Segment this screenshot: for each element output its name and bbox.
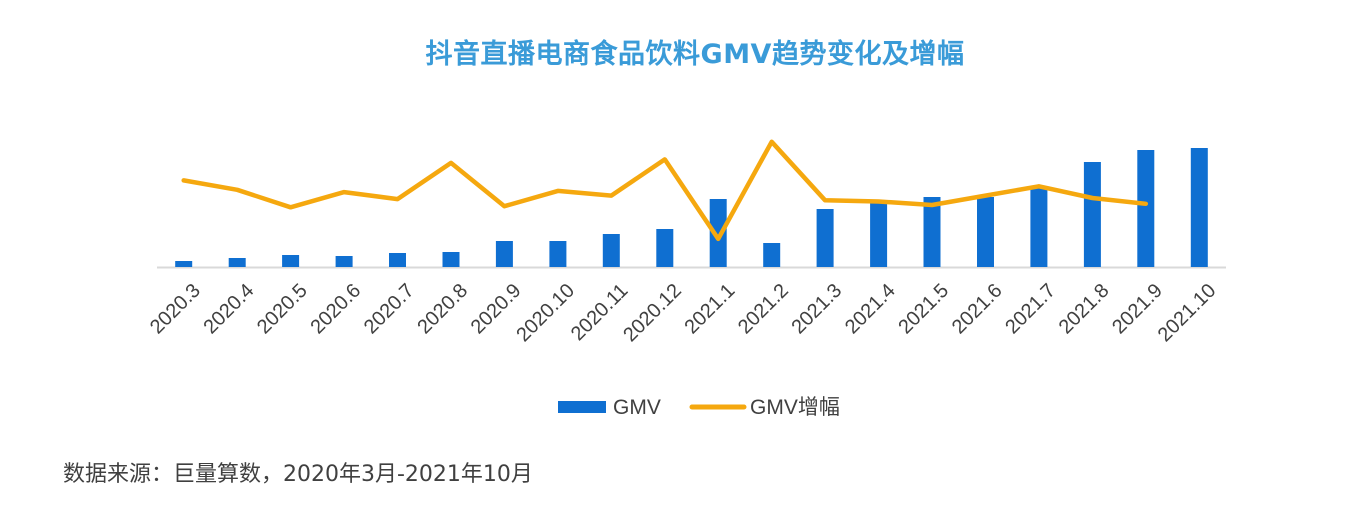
x-tick-label: 2021.8 [1055, 280, 1114, 339]
x-tick-label: 2020.8 [413, 280, 472, 339]
bar-gmv-2020.9 [495, 241, 513, 267]
line-layer [181, 139, 1149, 242]
bar-gmv-2021.5 [923, 197, 941, 267]
bar-gmv-2021.7 [1030, 187, 1048, 267]
bar-gmv-2021.3 [816, 209, 834, 267]
bar-gmv-2020.6 [335, 256, 353, 267]
bar-gmv-2020.10 [549, 241, 567, 267]
line-gmv-growth [181, 139, 1149, 242]
bar-gmv-2020.4 [228, 258, 246, 267]
x-tick-label: 2020.7 [360, 280, 419, 339]
bars-layer [175, 148, 1208, 267]
bar-gmv-2020.11 [602, 234, 620, 267]
x-tick-label: 2021.2 [734, 280, 793, 339]
bar-gmv-2020.5 [282, 255, 300, 267]
bar-gmv-2021.8 [1083, 162, 1101, 267]
legend-label-gmv: GMV [613, 396, 661, 419]
x-tick-label: 2021.7 [1001, 280, 1060, 339]
legend-swatch-gmv [558, 401, 606, 413]
bar-gmv-2020.8 [442, 252, 460, 267]
source-note: 数据来源：巨量算数，2020年3月-2021年10月 [63, 462, 533, 487]
x-tick-label: 2021.10 [1154, 280, 1221, 347]
x-tick-label: 2020.12 [619, 280, 686, 347]
chart-title: 抖音直播电商食品饮料GMV趋势变化及增幅 [425, 39, 965, 70]
bar-gmv-2021.9 [1137, 150, 1155, 267]
x-tick-label: 2021.1 [681, 280, 740, 339]
legend: GMV GMV增幅 [558, 396, 840, 419]
x-tick-label: 2020.6 [306, 280, 365, 339]
x-tick-label: 2021.3 [787, 280, 846, 339]
bar-gmv-2021.2 [763, 243, 781, 267]
x-tick-label: 2021.5 [894, 280, 953, 339]
bar-gmv-2021.4 [870, 203, 888, 267]
bar-gmv-2020.7 [389, 253, 406, 267]
legend-label-gmv-growth: GMV增幅 [750, 396, 840, 419]
bar-gmv-2020.12 [656, 229, 674, 267]
x-tick-label: 2020.10 [512, 280, 579, 347]
bar-gmv-2020.3 [175, 261, 193, 267]
x-tick-label: 2021.6 [948, 280, 1007, 339]
bar-gmv-2021.10 [1190, 148, 1208, 267]
bar-gmv-2021.6 [977, 197, 994, 267]
x-tick-label: 2021.4 [841, 280, 900, 339]
bar-gmv-2021.1 [709, 199, 727, 267]
x-tick-label: 2020.5 [253, 280, 312, 339]
x-tick-label: 2020.4 [200, 280, 259, 339]
x-tick-label: 2020.3 [146, 280, 205, 339]
